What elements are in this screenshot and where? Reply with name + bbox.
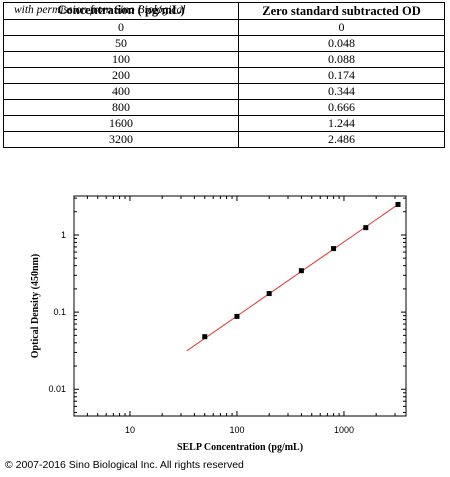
watermark-text: with permission from Sino Biological [14, 4, 186, 16]
data-point [266, 291, 272, 297]
table-row: 1600 1.244 [3, 115, 445, 132]
standard-curve-chart: 10 100 1000 0.01 0.1 1 SELP Concentration (pg/… [30, 195, 407, 453]
cell-od: 0.174 [238, 67, 445, 84]
cell-od: 0 [238, 19, 445, 36]
cell-od: 0.666 [238, 99, 445, 116]
cell-concentration: 200 [3, 67, 239, 84]
cell-od: 2.486 [238, 131, 445, 148]
fit-line [186, 204, 399, 352]
copyright-footer: © 2007-2016 Sino Biological Inc. All rig… [5, 459, 244, 471]
data-point [234, 313, 240, 319]
table-row: 100 0.088 [3, 51, 445, 68]
table-row: 800 0.666 [3, 99, 445, 116]
y-axis-label: Optical Density (450nm) [30, 254, 41, 358]
x-axis-label: SELP Concentration (pg/mL) [177, 442, 303, 453]
table-header-row: Concentration ( pg/mL) with permission f… [3, 2, 445, 20]
data-point [363, 225, 369, 231]
table-row: 200 0.174 [3, 67, 445, 84]
x-tick-label: 1000 [334, 425, 354, 435]
cell-od: 0.344 [238, 83, 445, 100]
header-concentration-label: Concentration ( pg/mL) [57, 3, 185, 17]
cell-concentration: 0 [3, 19, 239, 36]
data-point [331, 246, 337, 252]
cell-od: 0.048 [238, 35, 445, 52]
data-point [202, 334, 208, 340]
x-tick-label: 100 [229, 425, 244, 435]
x-tick-label: 10 [125, 425, 135, 435]
cell-od: 0.088 [238, 51, 445, 68]
data-table: Concentration ( pg/mL) with permission f… [3, 2, 445, 148]
y-tick-label: 1 [61, 230, 66, 240]
table-row: 50 0.048 [3, 35, 445, 52]
table-row: 3200 2.486 [3, 131, 445, 148]
y-tick-label: 0.1 [53, 307, 66, 317]
header-concentration: Concentration ( pg/mL) with permission f… [3, 2, 239, 20]
data-point [298, 268, 304, 274]
cell-concentration: 100 [3, 51, 239, 68]
cell-concentration: 800 [3, 99, 239, 116]
header-od: Zero standard subtracted OD [238, 2, 445, 20]
plot-frame [73, 195, 407, 417]
y-tick-label: 0.01 [48, 384, 66, 394]
cell-concentration: 50 [3, 35, 239, 52]
cell-concentration: 1600 [3, 115, 239, 132]
cell-concentration: 400 [3, 83, 239, 100]
table-row: 400 0.344 [3, 83, 445, 100]
data-point [395, 201, 401, 207]
cell-od: 1.244 [238, 115, 445, 132]
cell-concentration: 3200 [3, 131, 239, 148]
